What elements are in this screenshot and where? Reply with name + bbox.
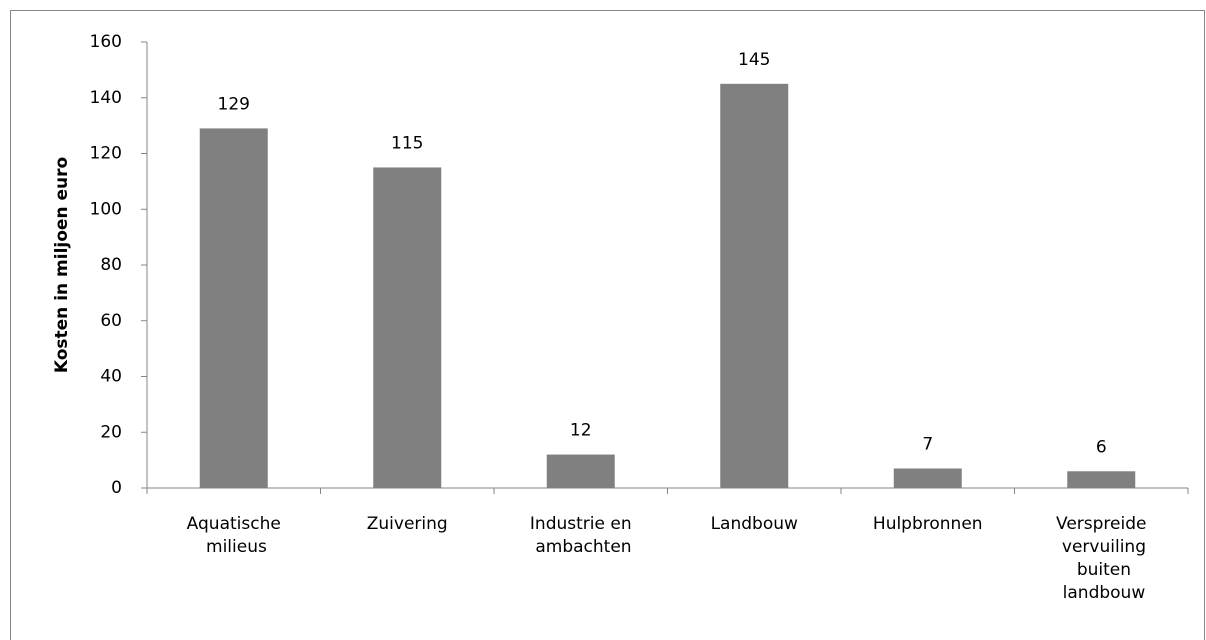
y-tick-label: 80: [100, 255, 122, 275]
y-tick-label: 120: [90, 144, 122, 164]
bar: [546, 454, 615, 488]
x-tick-label: Industrie en ambachten: [530, 514, 632, 557]
data-label: 7: [922, 434, 933, 454]
x-tick-label: Zuivering: [367, 514, 448, 534]
chart-border: [10, 10, 1205, 640]
y-tick-label: 140: [90, 88, 122, 108]
y-tick-label: 40: [100, 367, 122, 387]
data-label: 129: [218, 94, 250, 114]
y-axis-label: Kosten in miljoen euro: [52, 157, 72, 373]
x-tick-label: Landbouw: [711, 514, 798, 534]
y-tick-label: 100: [90, 199, 122, 219]
x-tick-label: Verspreide vervuiling buiten landbouw: [1056, 514, 1146, 603]
bar: [1067, 471, 1136, 488]
data-label: 12: [570, 421, 592, 441]
y-tick-label: 0: [111, 478, 122, 498]
data-label: 145: [738, 50, 770, 70]
bar: [373, 167, 442, 488]
bar: [199, 128, 268, 488]
x-tick-label: Hulpbronnen: [873, 514, 983, 534]
y-tick-label: 60: [100, 311, 122, 331]
data-label: 6: [1096, 437, 1107, 457]
data-label: 115: [391, 133, 423, 153]
bar: [893, 468, 962, 488]
x-tick-label: Aquatische milieus: [187, 514, 281, 557]
bar: [720, 83, 789, 488]
y-tick-label: 160: [90, 32, 122, 52]
y-tick-label: 20: [100, 422, 122, 442]
